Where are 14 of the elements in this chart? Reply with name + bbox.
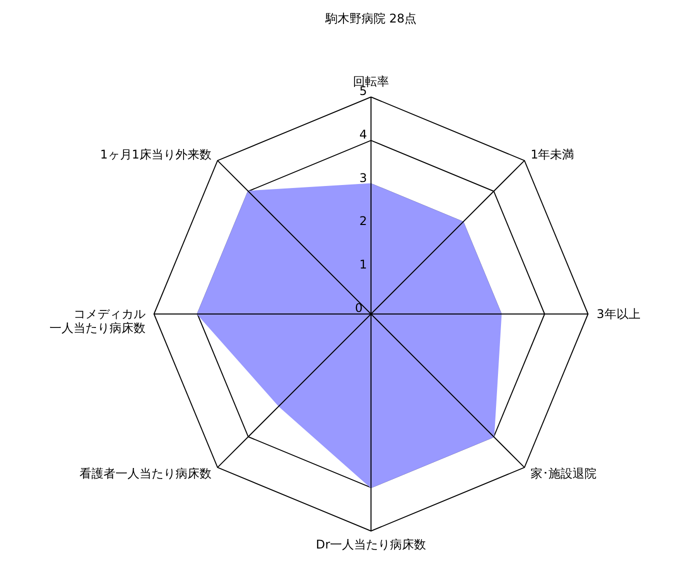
spoke-label: 回転率 <box>353 74 389 88</box>
y-tick-label: 1 <box>359 258 367 272</box>
spoke-label: 3年以上 <box>596 307 640 321</box>
spoke-label: コメディカル一人当たり病床数 <box>49 307 146 335</box>
y-tick-label: 0 <box>355 301 363 315</box>
y-tick-label: 4 <box>359 127 367 142</box>
spoke-label: 1年未満 <box>530 147 574 162</box>
spoke-label: 1ヶ月1床当り外来数 <box>100 147 212 162</box>
y-tick-label: 3 <box>359 170 367 185</box>
spoke-label: Dr一人当たり病床数 <box>316 538 426 552</box>
y-tick-label: 2 <box>359 214 367 228</box>
spoke-label: 看護者一人当たり病床数 <box>79 466 212 481</box>
chart-title: 駒木野病院 28点 <box>324 11 417 26</box>
spoke-label: 家･施設退院 <box>530 466 597 481</box>
